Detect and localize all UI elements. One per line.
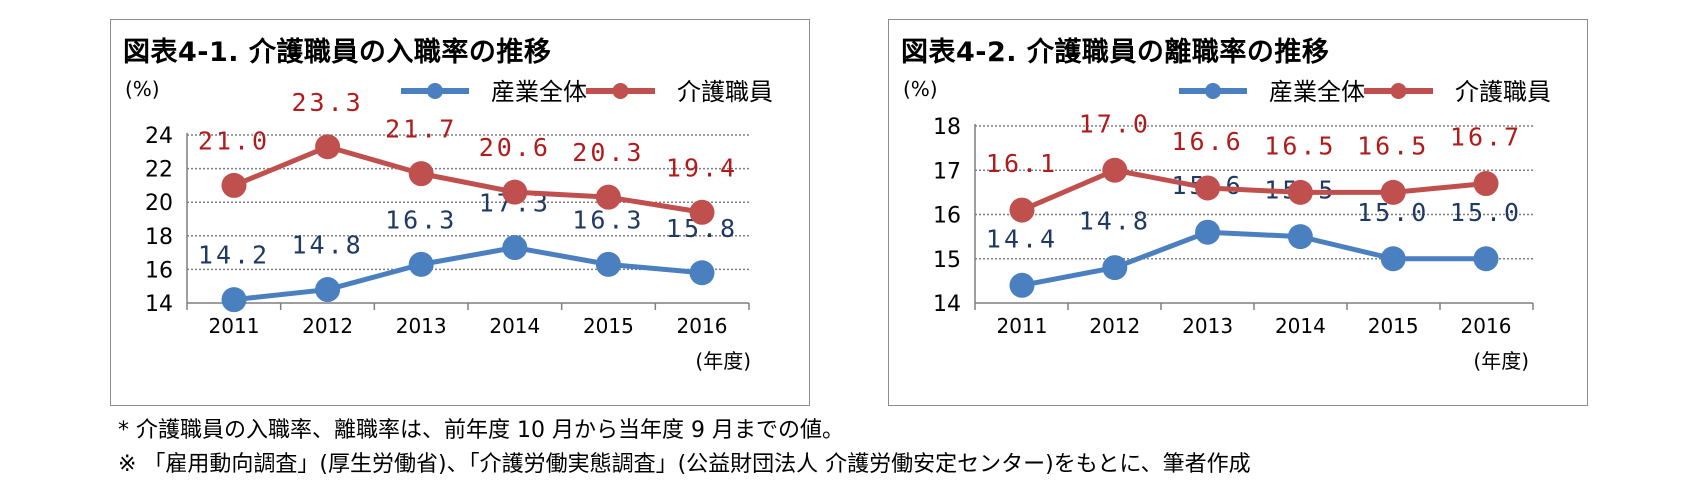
data-point: [408, 251, 434, 277]
series-line: [233, 245, 703, 303]
x-tick-label: 2014: [489, 314, 540, 338]
data-point: [1102, 255, 1128, 281]
data-label: 16.5: [1357, 131, 1429, 160]
footnote-period: * 介護職員の入職率、離職率は、前年度 10 月から当年度 9 月までの値。: [118, 418, 844, 443]
x-tick-label: 2016: [677, 314, 728, 338]
legend-marker: [1205, 83, 1221, 99]
data-point: [502, 179, 528, 205]
y-unit-label: (%): [903, 77, 938, 101]
x-tick-label: 2014: [1275, 314, 1326, 338]
data-label: 16.6: [1171, 127, 1243, 156]
x-tick-label: 2013: [1182, 314, 1233, 338]
data-point: [1195, 175, 1221, 201]
data-label: 21.0: [198, 126, 270, 155]
legend-label: 介護職員: [677, 78, 773, 106]
legend-marker: [1390, 83, 1407, 99]
data-point: [595, 251, 621, 277]
data-point: [689, 260, 715, 286]
data-label: 15.0: [1450, 198, 1522, 227]
data-label: 16.5: [1264, 131, 1336, 160]
y-tick-label: 24: [145, 124, 173, 149]
data-label: 23.3: [291, 88, 363, 117]
y-tick-label: 22: [145, 158, 173, 183]
data-point: [408, 161, 434, 187]
data-point: [1009, 197, 1035, 223]
x-unit-label: (年度): [695, 349, 751, 373]
data-point: [1195, 219, 1221, 245]
legend-label: 産業全体: [491, 78, 587, 106]
line-chart-entry-rate: (%) 14 16 18 20 22 24 2011 2012 2013 2014 2015 2016 (…: [125, 77, 773, 373]
data-point: [1380, 179, 1406, 205]
legend-label: 介護職員: [1455, 78, 1551, 106]
data-point: [1009, 272, 1035, 298]
data-label: 20.6: [479, 133, 551, 162]
x-tick-label: 2013: [396, 314, 447, 338]
chart-title: 図表4-2. 介護職員の離職率の推移: [901, 37, 1330, 68]
x-unit-label: (年度): [1473, 349, 1529, 373]
series-line: [233, 144, 703, 215]
series-line: [1021, 229, 1486, 288]
footnotes: * 介護職員の入職率、離職率は、前年度 10 月から当年度 9 月までの値。 ※…: [118, 414, 1251, 482]
legend-marker: [427, 83, 443, 99]
data-point: [1287, 224, 1313, 250]
data-point: [595, 184, 621, 210]
data-label: 14.8: [1079, 207, 1151, 236]
x-tick-label: 2015: [583, 314, 634, 338]
legend-label: 産業全体: [1269, 78, 1365, 106]
data-point: [689, 199, 715, 225]
chart-panel-leave-rate: 図表4-2. 介護職員の離職率の推移 (%) 14 15 16 17 18 2011 2012…: [888, 19, 1588, 406]
y-tick-label: 14: [145, 292, 173, 317]
data-label: 16.7: [1450, 123, 1522, 152]
data-label: 14.4: [986, 224, 1058, 253]
data-point: [221, 287, 247, 313]
chart-panel-entry-rate: 図表4-1. 介護職員の入職率の推移 (%) 14 16 18 20 22 24 2011 20…: [110, 19, 810, 406]
x-tick-label: 2012: [302, 314, 353, 338]
x-tick-label: 2012: [1089, 314, 1140, 338]
data-point: [502, 235, 528, 261]
data-point: [221, 172, 247, 198]
line-chart-leave-rate: (%) 14 15 16 17 18 2011 2012 2013 2014 2015 2016 (年度…: [903, 77, 1551, 373]
data-point: [1380, 246, 1406, 272]
data-point: [315, 277, 341, 303]
y-tick-label: 17: [933, 159, 961, 184]
y-tick-label: 16: [145, 258, 173, 283]
y-tick-label: 18: [145, 225, 173, 250]
series-line: [1021, 167, 1487, 213]
data-point: [1473, 246, 1499, 272]
y-tick-label: 18: [933, 115, 961, 140]
footnote-source: ※ 「雇用動向調査」(厚生労働省)、「介護労働実態調査」(公益財団法人 介護労働…: [118, 452, 1251, 477]
x-tick-label: 2016: [1461, 314, 1512, 338]
y-tick-label: 20: [145, 191, 173, 216]
data-label: 19.4: [666, 153, 738, 182]
data-point: [315, 134, 341, 160]
data-label: 16.3: [385, 205, 457, 234]
data-label: 20.3: [572, 138, 644, 167]
x-tick-label: 2011: [997, 314, 1048, 338]
chart-title: 図表4-1. 介護職員の入職率の推移: [123, 37, 552, 68]
x-tick-label: 2011: [209, 314, 260, 338]
data-label: 16.1: [986, 149, 1058, 178]
data-label: 17.0: [1079, 109, 1151, 138]
x-tick-label: 2015: [1368, 314, 1419, 338]
y-tick-label: 16: [933, 204, 961, 229]
data-label: 14.8: [291, 231, 363, 260]
data-label: 16.3: [572, 205, 644, 234]
data-label: 21.7: [385, 115, 457, 144]
y-tick-label: 15: [933, 248, 961, 273]
data-point: [1473, 171, 1499, 197]
data-point: [1102, 157, 1128, 183]
data-label: 14.2: [198, 241, 270, 270]
y-tick-label: 14: [933, 292, 961, 317]
y-unit-label: (%): [125, 77, 160, 101]
legend-marker: [612, 83, 629, 99]
data-point: [1287, 179, 1313, 205]
